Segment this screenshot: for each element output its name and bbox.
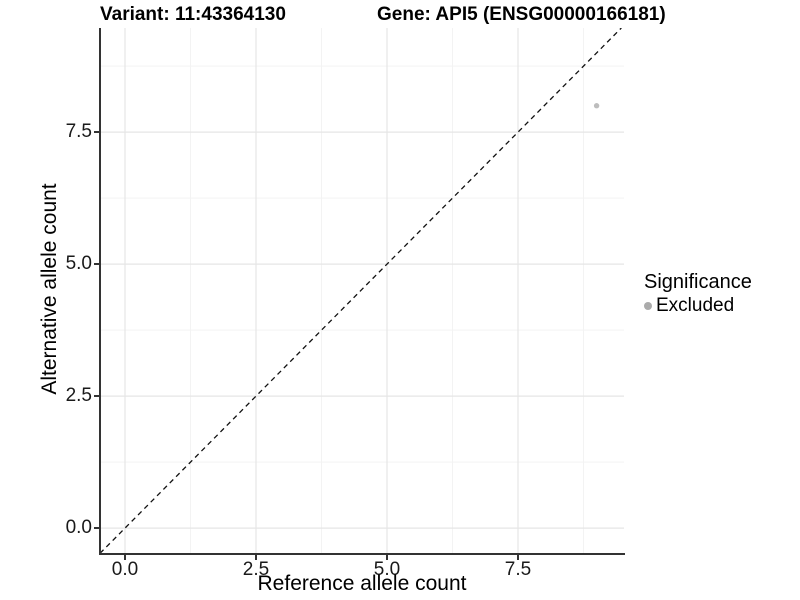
x-tick-label: 5.0 <box>373 559 401 580</box>
y-tick-label: 7.5 <box>65 121 92 143</box>
x-tick-label: 7.5 <box>504 559 532 580</box>
x-tick <box>124 555 126 560</box>
x-tick <box>255 555 257 560</box>
data-point-excluded <box>593 103 600 109</box>
x-axis-line <box>99 553 625 555</box>
y-tick-label: 2.5 <box>65 385 92 407</box>
x-axis-title: Reference allele count <box>257 572 467 595</box>
x-tick-label: 0.0 <box>111 559 139 580</box>
identity-dashed-line <box>100 28 622 554</box>
x-tick <box>386 555 388 560</box>
plot-title-gene: Gene: API5 (ENSG00000166181) <box>377 4 666 25</box>
x-tick <box>517 555 519 560</box>
plot-panel <box>100 28 624 554</box>
legend-item-label: Excluded <box>656 295 735 316</box>
y-axis-title: Alternative allele count <box>38 183 61 395</box>
plot-title-variant: Variant: 11:43364130 <box>100 4 286 25</box>
y-tick <box>94 527 99 529</box>
legend-title: Significance <box>644 271 752 293</box>
legend-point-icon <box>644 302 652 310</box>
y-tick-label: 0.0 <box>65 517 92 539</box>
y-tick <box>94 395 99 397</box>
legend: Significance Excluded <box>644 270 752 317</box>
legend-item-excluded: Excluded <box>644 295 752 317</box>
y-axis-line <box>99 28 101 555</box>
plot-canvas <box>100 28 624 554</box>
y-tick <box>94 263 99 265</box>
y-tick-label: 5.0 <box>65 253 92 275</box>
x-tick-label: 2.5 <box>242 559 270 580</box>
y-tick <box>94 131 99 133</box>
